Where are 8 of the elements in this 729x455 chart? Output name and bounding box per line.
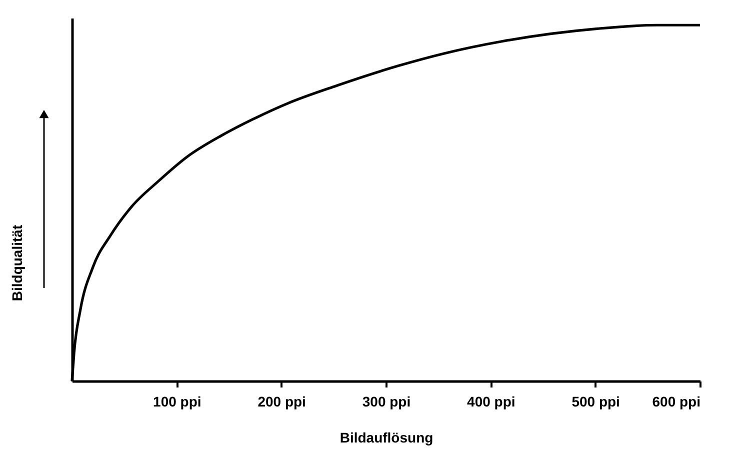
- y-axis-title: Bildqualität: [9, 224, 25, 302]
- x-axis-title: Bildauflösung: [340, 430, 434, 446]
- x-tick-label: 400 ppi: [467, 394, 516, 410]
- x-tick-label: 100 ppi: [153, 394, 202, 410]
- x-tick-label: 200 ppi: [258, 394, 306, 410]
- x-tick-label: 300 ppi: [362, 394, 411, 410]
- x-tick-label: 500 ppi: [572, 394, 620, 410]
- x-tick-label: 600 ppi: [652, 394, 700, 410]
